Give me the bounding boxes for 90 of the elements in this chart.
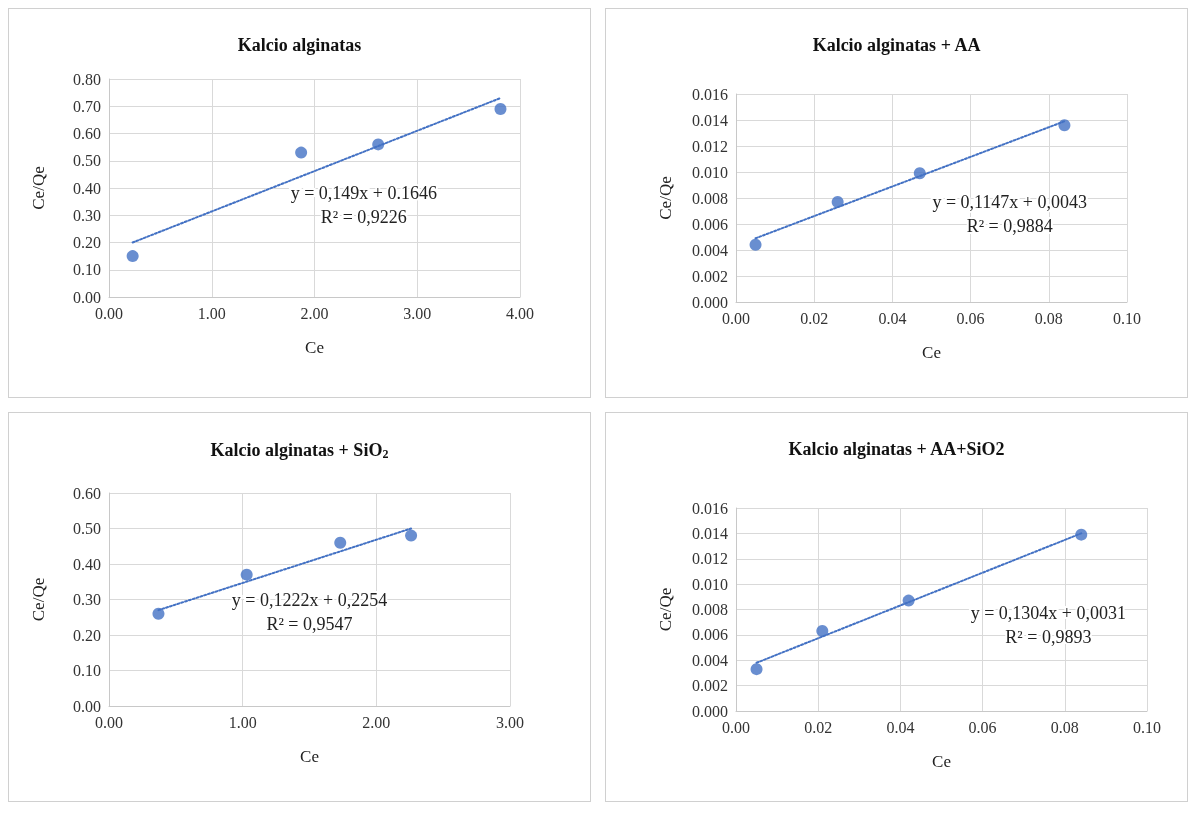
x-tick-label: 3.00 (496, 713, 524, 731)
point (831, 195, 844, 208)
y-tick-label: 0.002 (692, 677, 728, 695)
y-tick-label: 0.80 (73, 70, 101, 88)
point (240, 568, 253, 581)
x-tick-label: 0.00 (95, 304, 123, 322)
x-axis-title: Ce (305, 338, 324, 357)
y-tick-label: 0.50 (73, 520, 101, 537)
x-tick-label: 1.00 (228, 713, 257, 731)
y-tick-label: 0.002 (692, 267, 728, 285)
annotation: y = 0,1304x + 0,0031 (970, 602, 1127, 623)
x-tick-label: 0.02 (804, 718, 833, 736)
y-axis-title: Ce/Qe (656, 587, 675, 632)
x-tick-label: 3.00 (403, 304, 432, 322)
x-tick-label: 4.00 (506, 304, 534, 322)
x-tick-label: 0.04 (886, 718, 915, 736)
y-tick-label: 0.40 (73, 179, 101, 197)
x-axis-title: Ce (922, 343, 941, 362)
y-tick-label: 0.40 (73, 555, 101, 573)
y-axis-title: Ce/Qe (656, 176, 675, 220)
chart-title: Kalcio alginatas (237, 35, 362, 55)
y-tick-label: 0.50 (73, 152, 101, 170)
y-tick-label: 0.10 (73, 261, 101, 279)
y-tick-label: 0.010 (692, 163, 728, 181)
annotation: y = 0,1147x + 0,0043 (932, 191, 1088, 212)
y-tick-label: 0.014 (692, 524, 728, 542)
y-tick-label: 0.20 (73, 234, 101, 251)
x-tick-label: 0.02 (800, 309, 829, 327)
y-tick-label: 0.012 (692, 137, 728, 155)
y-tick-label: 0.010 (692, 575, 728, 593)
annotation: R² = 0,9893 (1005, 626, 1092, 647)
point (295, 146, 308, 159)
y-tick-label: 0.00 (73, 697, 101, 715)
point (749, 238, 762, 251)
chart-title: Kalcio alginatas + AA+SiO2 (788, 439, 1005, 459)
point (334, 536, 347, 549)
y-tick-label: 0.000 (692, 702, 728, 720)
x-tick-label: 0.04 (878, 309, 907, 327)
y-tick-label: 0.006 (692, 626, 728, 644)
annotation: R² = 0,9884 (966, 215, 1053, 236)
x-tick-label: 0.10 (1113, 309, 1141, 327)
y-tick-label: 0.70 (73, 97, 101, 115)
y-tick-label: 0.012 (692, 550, 728, 568)
x-tick-label: 0.10 (1133, 718, 1161, 736)
x-tick-label: 0.00 (95, 713, 123, 731)
point (372, 138, 385, 151)
x-tick-label: 0.08 (1050, 718, 1079, 736)
y-tick-label: 0.10 (73, 662, 101, 679)
y-axis-title: Ce/Qe (29, 577, 48, 622)
point (816, 625, 829, 638)
point (494, 102, 507, 115)
y-tick-label: 0.006 (692, 215, 728, 233)
y-tick-label: 0.60 (73, 484, 101, 502)
x-axis-title: Ce (300, 747, 319, 766)
x-tick-label: 0.06 (956, 309, 985, 327)
y-tick-label: 0.016 (692, 85, 728, 103)
point (1058, 119, 1071, 132)
y-tick-label: 0.000 (692, 293, 728, 311)
x-tick-label: 0.00 (722, 718, 750, 736)
y-tick-label: 0.30 (73, 591, 101, 608)
point (902, 594, 915, 607)
x-tick-label: 0.06 (968, 718, 997, 736)
point (750, 663, 763, 676)
x-axis-title: Ce (932, 752, 951, 771)
x-tick-label: 1.00 (197, 304, 226, 322)
annotation: y = 0,149x + 0.1646 (290, 183, 437, 204)
y-tick-label: 0.004 (692, 651, 728, 669)
x-tick-label: 2.00 (300, 304, 329, 322)
point (405, 529, 418, 542)
point (152, 607, 165, 620)
y-tick-label: 0.008 (692, 189, 728, 207)
x-tick-label: 0.00 (722, 309, 750, 327)
chart-title: Kalcio alginatas + AA (812, 35, 981, 55)
y-tick-label: 0.00 (73, 288, 101, 306)
y-tick-label: 0.004 (692, 241, 728, 259)
point (126, 250, 139, 263)
y-tick-label: 0.60 (73, 125, 101, 142)
y-tick-label: 0.008 (692, 601, 728, 618)
x-tick-label: 0.08 (1034, 309, 1063, 327)
x-tick-label: 2.00 (362, 713, 391, 731)
point (913, 167, 926, 180)
annotation: R² = 0,9547 (266, 613, 353, 634)
y-tick-label: 0.20 (73, 626, 101, 644)
y-axis-title: Ce/Qe (29, 166, 48, 210)
point (1075, 528, 1088, 541)
annotation: y = 0,1222x + 0,2254 (231, 589, 388, 610)
annotation: R² = 0,9226 (320, 207, 407, 228)
y-tick-label: 0.016 (692, 499, 728, 517)
y-tick-label: 0.014 (692, 111, 728, 129)
y-tick-label: 0.30 (73, 206, 101, 224)
